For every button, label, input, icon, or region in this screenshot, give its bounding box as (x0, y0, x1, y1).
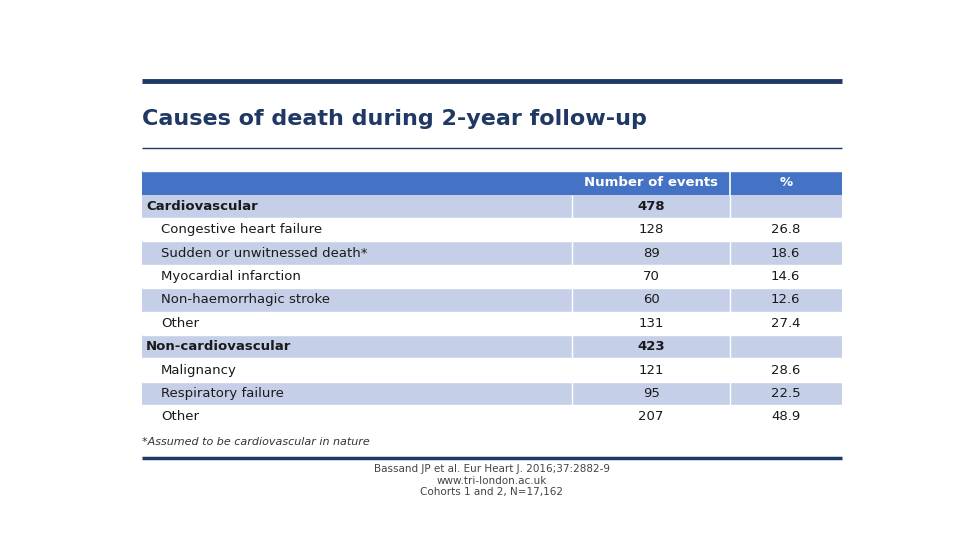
Text: Non-haemorrhagic stroke: Non-haemorrhagic stroke (161, 293, 330, 306)
Bar (142, 405, 842, 429)
Text: 26.8: 26.8 (771, 223, 801, 236)
Text: 28.6: 28.6 (771, 363, 801, 376)
Text: 22.5: 22.5 (771, 387, 801, 400)
Bar (142, 288, 842, 312)
Text: Myocardial infarction: Myocardial infarction (161, 270, 300, 283)
Text: 60: 60 (643, 293, 660, 306)
Text: Congestive heart failure: Congestive heart failure (161, 223, 322, 236)
Text: 48.9: 48.9 (771, 410, 801, 423)
Text: Non-cardiovascular: Non-cardiovascular (146, 340, 292, 353)
Text: 478: 478 (637, 200, 665, 213)
Bar (142, 218, 842, 241)
Text: Other: Other (161, 410, 199, 423)
Text: 12.6: 12.6 (771, 293, 801, 306)
Bar (142, 194, 842, 218)
Bar (142, 241, 842, 265)
Text: Respiratory failure: Respiratory failure (161, 387, 284, 400)
Text: %: % (780, 176, 792, 189)
Bar (142, 171, 842, 194)
Bar (142, 359, 842, 382)
Text: Cardiovascular: Cardiovascular (146, 200, 258, 213)
Text: Causes of death during 2-year follow-up: Causes of death during 2-year follow-up (142, 109, 647, 129)
Text: 95: 95 (642, 387, 660, 400)
Text: Other: Other (161, 317, 199, 330)
Text: 121: 121 (638, 363, 664, 376)
Text: Bassand JP et al. Eur Heart J. 2016;37:2882-9
www.tri-london.ac.uk
Cohorts 1 and: Bassand JP et al. Eur Heart J. 2016;37:2… (374, 464, 610, 497)
Text: 70: 70 (642, 270, 660, 283)
Text: Sudden or unwitnessed death*: Sudden or unwitnessed death* (161, 247, 368, 260)
Text: *Assumed to be cardiovascular in nature: *Assumed to be cardiovascular in nature (142, 437, 370, 447)
Bar (142, 265, 842, 288)
Text: 423: 423 (637, 340, 665, 353)
Text: 14.6: 14.6 (771, 270, 801, 283)
Text: 27.4: 27.4 (771, 317, 801, 330)
Text: 207: 207 (638, 410, 663, 423)
Text: 128: 128 (638, 223, 663, 236)
Text: 89: 89 (643, 247, 660, 260)
Bar (142, 382, 842, 405)
Text: 18.6: 18.6 (771, 247, 801, 260)
Text: 131: 131 (638, 317, 664, 330)
Text: Malignancy: Malignancy (161, 363, 237, 376)
Text: Number of events: Number of events (584, 176, 718, 189)
Bar (142, 335, 842, 359)
Bar (142, 312, 842, 335)
